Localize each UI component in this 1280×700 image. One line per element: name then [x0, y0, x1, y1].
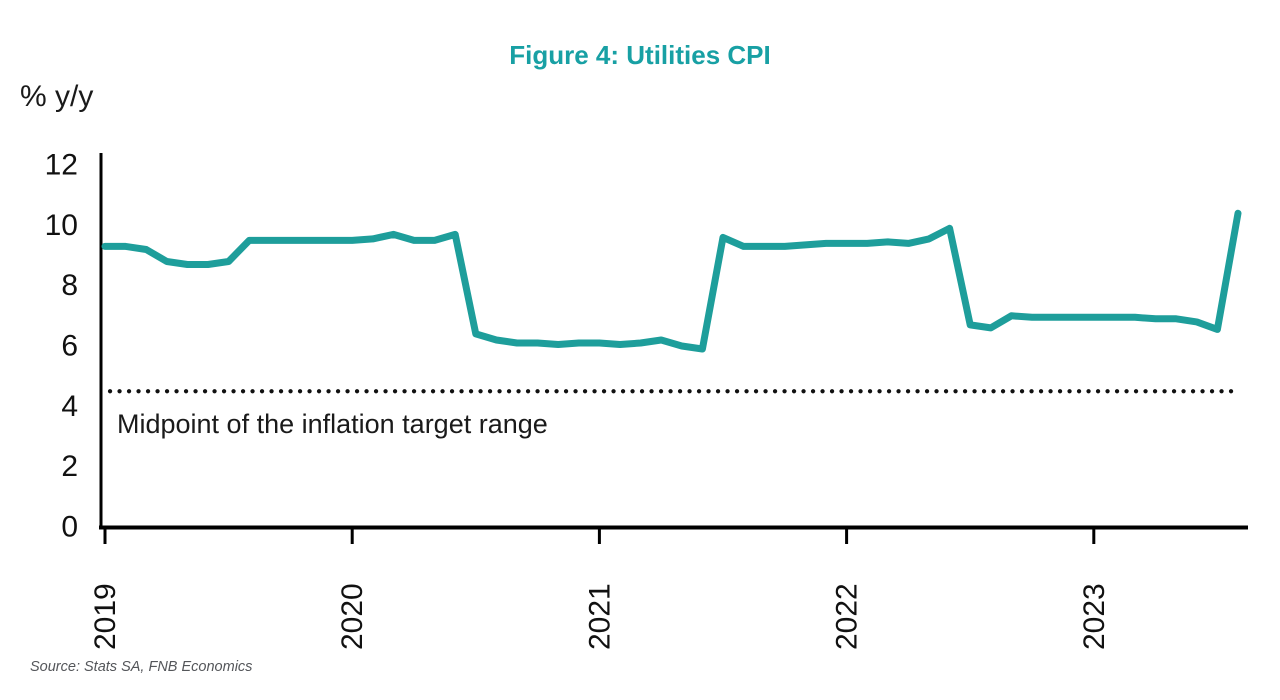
x-tick-label-2023: 2023: [1078, 583, 1111, 650]
y-axis-title: % y/y: [20, 80, 94, 113]
y-tick-label-2: 2: [61, 450, 78, 483]
chart-title: Figure 4: Utilities CPI: [509, 40, 771, 70]
y-tick-label-6: 6: [61, 329, 78, 362]
x-tick-label-2020: 2020: [336, 583, 369, 650]
y-tick-label-0: 0: [61, 511, 78, 544]
reference-line-label: Midpoint of the inflation target range: [117, 409, 548, 439]
y-tick-label-12: 12: [45, 148, 78, 181]
source-note: Source: Stats SA, FNB Economics: [30, 659, 253, 675]
y-tick-label-4: 4: [61, 390, 78, 423]
x-tick-label-2022: 2022: [831, 583, 864, 650]
x-tick-label-2019: 2019: [89, 583, 122, 650]
y-tick-label-8: 8: [61, 269, 78, 302]
utilities-cpi-line: [101, 209, 1242, 353]
y-tick-label-10: 10: [45, 209, 78, 242]
x-tick-label-2021: 2021: [583, 583, 616, 650]
